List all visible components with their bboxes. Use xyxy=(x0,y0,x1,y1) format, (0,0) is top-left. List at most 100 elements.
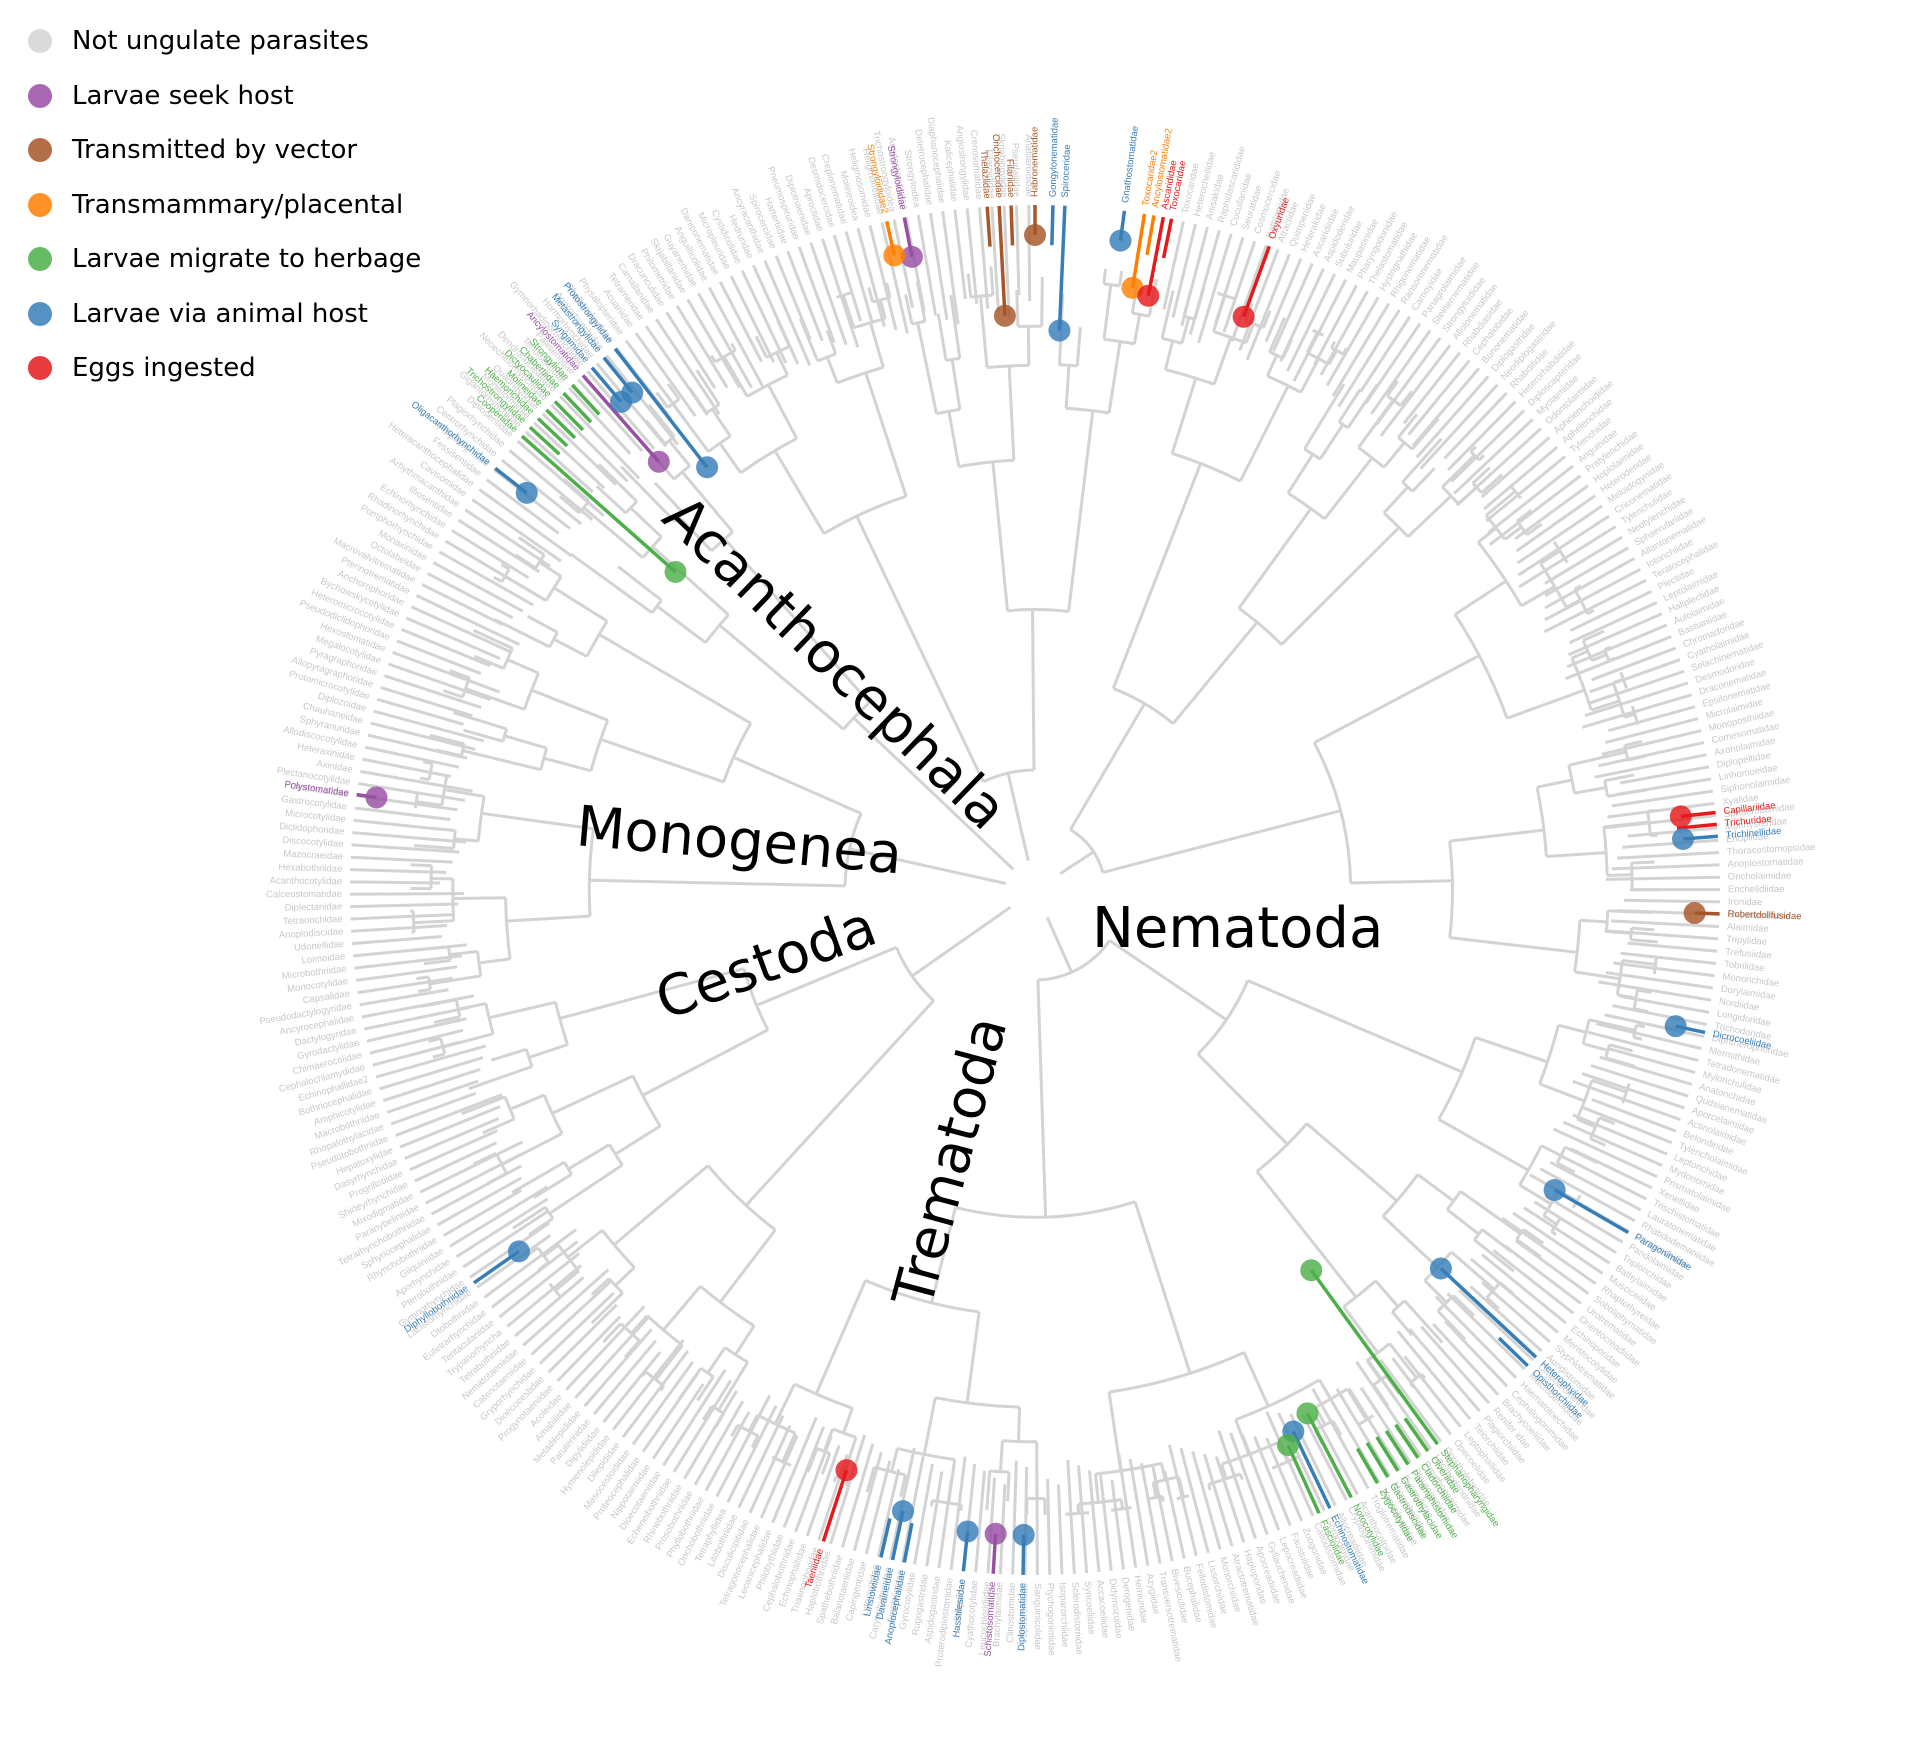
branch xyxy=(949,294,962,359)
branch xyxy=(1526,522,1543,536)
branch-arc xyxy=(1213,330,1247,345)
tip-branch xyxy=(352,831,467,844)
branch xyxy=(899,1474,907,1498)
tip-branch xyxy=(451,529,530,580)
branch-arc xyxy=(1312,741,1353,884)
branch xyxy=(413,844,454,850)
trait-dot xyxy=(1276,1434,1299,1457)
leaf-label: Tobrilidae xyxy=(1723,959,1765,974)
highlight-branch xyxy=(613,347,709,469)
branch xyxy=(553,586,608,623)
branch xyxy=(651,545,730,616)
branch-arc xyxy=(504,897,512,960)
legend-label: Larvae seek host xyxy=(72,80,294,111)
tip-branch xyxy=(355,965,458,982)
branch-arc xyxy=(589,719,610,772)
tip-branch xyxy=(715,1394,772,1498)
tip-branch xyxy=(372,1040,461,1067)
branch xyxy=(832,1476,838,1483)
tip-branch xyxy=(1139,1462,1162,1564)
branch xyxy=(710,408,732,437)
tip-branch xyxy=(1217,1430,1257,1540)
tip-branch xyxy=(697,292,753,389)
branch xyxy=(1064,365,1071,409)
tip-branch xyxy=(1562,1120,1663,1167)
tip-branch xyxy=(351,923,448,933)
leaf-label: Sanguinicolidae xyxy=(1032,1583,1043,1650)
highlight-branch xyxy=(1161,218,1174,259)
trait-dot xyxy=(507,1240,530,1263)
branch xyxy=(454,837,479,843)
tip-branch xyxy=(1620,951,1717,965)
branch-arc xyxy=(1445,1190,1462,1211)
leaf-label: Spirorchiidae xyxy=(1019,1583,1031,1639)
tip-branch xyxy=(634,332,697,417)
branch xyxy=(825,330,838,355)
legend-swatch xyxy=(28,138,52,163)
tip-branch xyxy=(1601,729,1702,756)
branch xyxy=(1520,585,1556,608)
branch xyxy=(1480,473,1504,494)
tip-branch xyxy=(516,439,605,517)
leaf-label: Calceostomatidae xyxy=(266,889,342,900)
tip-branch xyxy=(1151,1466,1174,1562)
tip-branch xyxy=(1292,278,1348,382)
branch xyxy=(620,465,676,523)
branch-arc xyxy=(1552,540,1569,564)
tip-branch xyxy=(530,1280,612,1356)
tip-branch xyxy=(550,403,629,483)
branch-arc xyxy=(1448,840,1454,938)
branch xyxy=(1280,526,1401,646)
branch xyxy=(718,1229,777,1304)
branch xyxy=(666,383,681,401)
branch xyxy=(775,351,789,376)
branch-arc xyxy=(958,458,1014,468)
branch-arc xyxy=(793,1382,853,1410)
branch xyxy=(418,987,431,993)
branch xyxy=(518,536,546,557)
branch xyxy=(472,629,514,650)
highlight-branch xyxy=(1497,1336,1529,1368)
tip-branch xyxy=(928,212,949,320)
tip-branch xyxy=(498,1252,581,1319)
branch xyxy=(509,1093,545,1111)
clade-label-nematoda: Nematoda xyxy=(1092,896,1383,961)
tip-branch xyxy=(844,231,875,325)
branch xyxy=(1633,1035,1643,1041)
branch xyxy=(730,1424,740,1438)
branch xyxy=(1519,496,1523,500)
highlight-branch xyxy=(1291,1430,1332,1510)
trait-dot xyxy=(1300,1259,1323,1282)
tip-branch xyxy=(1191,1450,1222,1550)
leaf-label: Diplectanidae xyxy=(285,901,343,913)
branch-arc xyxy=(945,356,961,362)
tip-branch xyxy=(662,1368,727,1467)
tip-branch xyxy=(1407,359,1471,436)
tip-branch xyxy=(1590,1064,1689,1098)
branch xyxy=(1452,1294,1476,1317)
leaf-label: Udonellidae xyxy=(294,939,345,954)
tip-branch xyxy=(937,1478,954,1569)
highlight-branch xyxy=(520,434,677,574)
branch xyxy=(1416,1173,1455,1203)
leaf-label: Tripylidae xyxy=(1726,934,1768,948)
branch xyxy=(1266,354,1279,377)
tip-branch xyxy=(1539,1167,1636,1223)
branch xyxy=(641,1028,769,1097)
branch-arc xyxy=(641,535,663,559)
branch-arc xyxy=(1171,452,1242,483)
branch-arc xyxy=(1605,910,1610,932)
tip-branch xyxy=(1162,220,1185,310)
branch xyxy=(1381,1215,1439,1269)
tip-branch xyxy=(1481,1281,1551,1343)
branch xyxy=(878,299,887,319)
tip-branch xyxy=(1516,504,1603,565)
tip-branch xyxy=(392,650,500,694)
tip-branch xyxy=(1286,273,1336,372)
tip-branch xyxy=(350,880,441,885)
legend-label: Not ungulate parasites xyxy=(72,26,369,57)
tip-branch xyxy=(1313,284,1358,366)
highlight-branch xyxy=(1145,215,1156,256)
leaf-label: Leucochloridiidae xyxy=(977,1581,993,1656)
